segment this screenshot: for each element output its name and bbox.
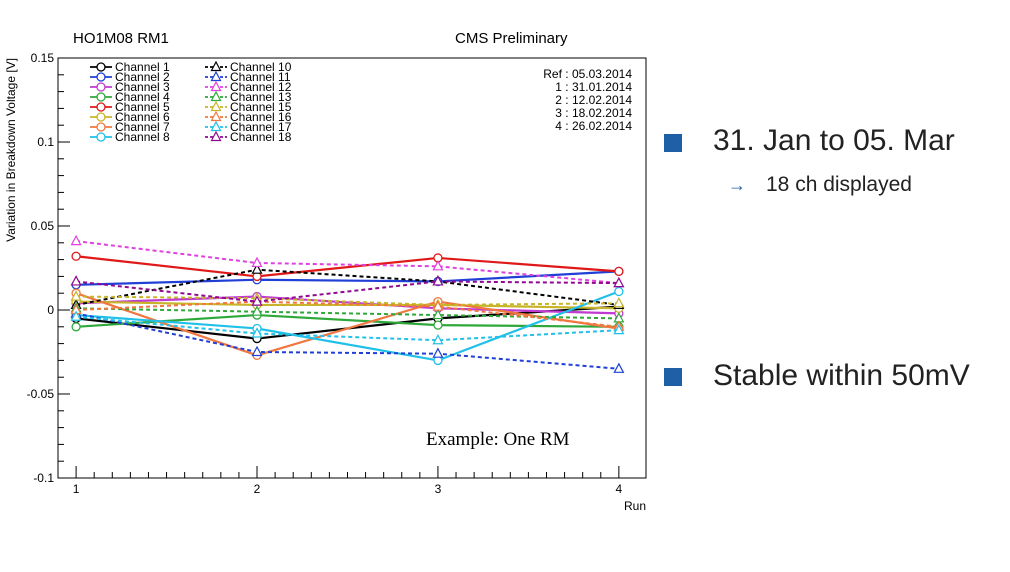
- series-line: [75, 268, 619, 306]
- data-point-circle: [614, 266, 624, 277]
- legend-entry-label: Channel 5: [115, 100, 170, 114]
- series-line: [75, 255, 619, 278]
- legend-entry-label: Channel 16: [230, 110, 292, 124]
- data-point-triangle: [432, 260, 444, 271]
- chart-title-left: HO1M08 RM1: [73, 30, 169, 47]
- y-axis-label: Variation in Breakdown Voltage [V]: [4, 58, 18, 242]
- legend-swatch-marker: [210, 110, 222, 122]
- plot-frame: [57, 57, 647, 479]
- legend-swatch-marker: [210, 90, 222, 102]
- data-point-triangle: [251, 305, 263, 316]
- ref-date-label: 4 : 26.02.2014: [555, 119, 632, 133]
- x-axis-label: Run: [624, 499, 646, 513]
- series-line: [76, 270, 619, 286]
- data-point-circle: [433, 320, 443, 330]
- x-tick-label: 1: [73, 482, 80, 496]
- legend-entry-label: Channel 2: [115, 70, 170, 84]
- data-point-triangle: [251, 327, 263, 338]
- x-tick-label: 3: [435, 482, 442, 496]
- ref-date-label: 2 : 12.02.2014: [555, 93, 632, 107]
- series-line: [75, 280, 619, 303]
- legend-swatch-marker: [96, 72, 106, 82]
- legend-swatch-marker: [210, 70, 222, 82]
- legend-entry-label: Channel 13: [230, 90, 292, 104]
- data-point-triangle: [432, 333, 444, 345]
- data-point-triangle: [70, 310, 82, 321]
- chart-title-right: CMS Preliminary: [455, 30, 568, 47]
- legend-swatch-marker: [96, 122, 106, 132]
- data-point-triangle: [251, 345, 263, 357]
- data-point-triangle: [613, 362, 625, 373]
- data-point-triangle: [432, 308, 444, 320]
- legend-swatch-marker: [96, 102, 106, 112]
- annotation-text: Example: One RM: [426, 429, 570, 450]
- x-tick-label: 2: [254, 482, 261, 496]
- legend-swatch-marker: [210, 100, 222, 112]
- arrow-icon: →: [728, 175, 746, 195]
- legend-entry-label: Channel 8: [115, 130, 170, 144]
- series-line: [76, 295, 619, 315]
- data-point-triangle: [432, 300, 444, 311]
- data-point-triangle: [251, 263, 263, 274]
- y-tick-label: 0.15: [31, 51, 55, 65]
- legend-entry-label: Channel 11: [230, 70, 291, 84]
- legend-entry-label: Channel 12: [230, 80, 292, 94]
- series-line: [76, 300, 619, 310]
- legend-entry-label: Channel 15: [230, 100, 292, 114]
- data-point-triangle: [251, 295, 263, 306]
- data-point-triangle: [70, 290, 82, 301]
- data-point-triangle: [70, 275, 82, 286]
- bullet-text-date-range: 31. Jan to 05. Mar: [713, 124, 955, 157]
- legend-entry-label: Channel 10: [230, 60, 292, 74]
- series-line: [76, 290, 620, 362]
- data-point-triangle: [432, 275, 444, 286]
- legend-entry-label: Channel 17: [230, 120, 292, 134]
- legend-swatch-marker: [96, 62, 106, 72]
- legend-swatch-marker: [96, 82, 106, 92]
- legend-entry-label: Channel 1: [115, 60, 170, 74]
- data-point-triangle: [251, 256, 263, 268]
- data-point-triangle: [70, 234, 82, 246]
- series-line: [75, 240, 619, 285]
- y-tick-label: 0.1: [37, 135, 54, 149]
- legend-entry-label: Channel 6: [115, 110, 170, 124]
- data-point-triangle: [613, 296, 625, 308]
- data-point-triangle: [432, 347, 444, 358]
- y-tick-label: 0.05: [31, 219, 55, 233]
- legend-entry-label: Channel 4: [115, 90, 170, 104]
- x-tick-label: 4: [616, 482, 623, 496]
- legend-swatch-marker: [210, 130, 222, 142]
- legend-entry-label: Channel 3: [115, 80, 170, 94]
- y-tick-label: -0.05: [27, 387, 55, 401]
- y-tick-label: -0.1: [33, 471, 54, 485]
- bullet-subtext-channels: 18 ch displayed: [766, 173, 912, 196]
- y-tick-label: 0: [47, 303, 54, 317]
- bullet-text-stability: Stable within 50mV: [713, 359, 970, 392]
- legend-entry-label: Channel 7: [115, 120, 170, 134]
- data-point-circle: [614, 286, 624, 297]
- ref-date-label: 1 : 31.01.2014: [555, 80, 632, 94]
- data-point-triangle: [613, 276, 625, 288]
- ref-date-label: 3 : 18.02.2014: [555, 106, 632, 120]
- data-point-circle: [71, 322, 81, 332]
- legend-swatch-marker: [210, 80, 222, 92]
- data-point-circle: [71, 251, 81, 261]
- legend-swatch-marker: [210, 120, 222, 132]
- ref-date-label: Ref : 05.03.2014: [543, 67, 632, 81]
- legend-swatch-marker: [96, 112, 106, 122]
- data-point-triangle: [613, 323, 625, 335]
- legend-swatch-marker: [96, 92, 106, 102]
- bullet-square-1: [664, 134, 682, 152]
- series-line: [75, 292, 620, 357]
- legend-entry-label: Channel 18: [230, 130, 292, 144]
- bullet-square-2: [664, 368, 682, 386]
- legend-swatch-marker: [210, 60, 222, 72]
- legend-swatch-marker: [96, 132, 106, 142]
- series-line: [75, 312, 619, 370]
